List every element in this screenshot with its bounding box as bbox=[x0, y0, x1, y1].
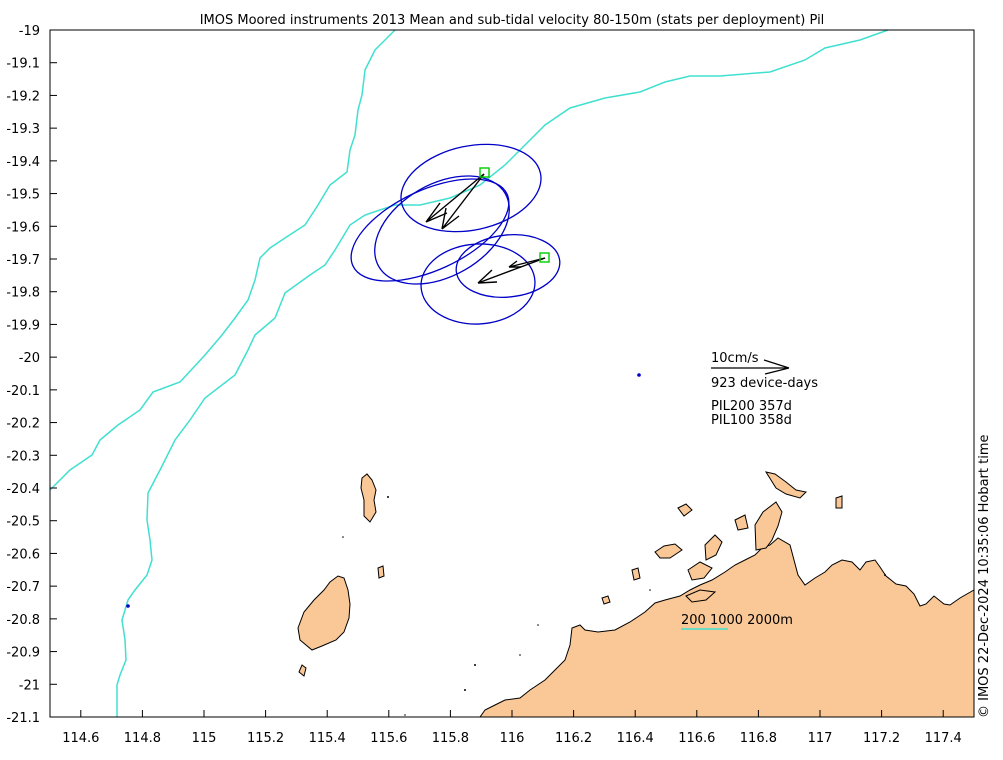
island-east-6 bbox=[835, 495, 843, 509]
scale-label: 10cm/s bbox=[711, 351, 759, 366]
arrow-pil100-b bbox=[508, 257, 546, 268]
arrow-pil200-a bbox=[425, 173, 485, 223]
arrow-pil100-a bbox=[477, 257, 546, 284]
deployment-pil200: PIL200 357d bbox=[711, 399, 792, 414]
y-tick-label: -19.8 bbox=[6, 286, 40, 301]
y-tick-label: -20.4 bbox=[6, 482, 40, 497]
y-tick-label: -19.6 bbox=[6, 220, 40, 235]
variance-ellipses bbox=[350, 143, 561, 325]
y-tick-label: -19.4 bbox=[6, 155, 40, 170]
velocity-arrows bbox=[425, 173, 546, 284]
y-tick-label: -19.7 bbox=[6, 253, 40, 268]
barrow-island bbox=[297, 575, 351, 651]
ellipse-pil100-a bbox=[455, 234, 561, 298]
station-dot-west bbox=[126, 604, 130, 608]
scale-arrow bbox=[711, 359, 790, 375]
y-tick-label: -21.1 bbox=[6, 711, 40, 726]
island-east-3 bbox=[654, 543, 683, 559]
island-small-5 bbox=[734, 514, 749, 531]
x-tick-label: 114.8 bbox=[124, 731, 161, 746]
island-small-6 bbox=[631, 567, 641, 581]
x-tick-label: 116.4 bbox=[617, 731, 654, 746]
bathymetry-label: 200 1000 2000m bbox=[681, 613, 793, 628]
x-tick-label: 115.8 bbox=[432, 731, 469, 746]
island-north-1 bbox=[764, 471, 808, 499]
mooring-markers bbox=[479, 167, 550, 263]
x-tick-label: 117.2 bbox=[863, 731, 900, 746]
isobath-2000m bbox=[49, 29, 396, 491]
deployment-pil100: PIL100 358d bbox=[711, 413, 792, 428]
y-tick-label: -20.1 bbox=[6, 384, 40, 399]
y-tick-label: -20.7 bbox=[6, 580, 40, 595]
island-east-4 bbox=[687, 561, 713, 581]
x-tick-label: 116.2 bbox=[555, 731, 592, 746]
x-tick-label: 114.6 bbox=[62, 731, 99, 746]
x-tick-label: 115.4 bbox=[309, 731, 346, 746]
island-east-5 bbox=[677, 503, 693, 517]
ellipse-pil100-b bbox=[420, 243, 536, 325]
y-tick-label: -19 bbox=[19, 24, 40, 39]
y-tick-label: -19.9 bbox=[6, 318, 40, 333]
x-tick-label: 117 bbox=[808, 731, 833, 746]
x-tick-label: 115.6 bbox=[370, 731, 407, 746]
x-tick-label: 117.4 bbox=[925, 731, 962, 746]
plot-area: 10cm/s 923 device-days PIL200 357d PIL10… bbox=[49, 29, 975, 718]
isobath-1000m bbox=[116, 204, 396, 717]
x-tick-label: 115.2 bbox=[247, 731, 284, 746]
isobath-lines bbox=[49, 29, 889, 717]
y-tick-label: -19.5 bbox=[6, 188, 40, 203]
y-tick-label: -20.2 bbox=[6, 417, 40, 432]
island-small-1 bbox=[377, 565, 385, 579]
mooring-pil100 bbox=[539, 252, 550, 263]
arrow-pil200-b bbox=[441, 173, 485, 230]
y-tick-label: -20.3 bbox=[6, 449, 40, 464]
mooring-pil200 bbox=[479, 167, 490, 178]
y-tick-label: -20.9 bbox=[6, 646, 40, 661]
island-east-2 bbox=[704, 534, 723, 561]
bathymetry-legend: 200 1000 2000m bbox=[681, 613, 793, 630]
device-days-label: 923 device-days bbox=[711, 376, 818, 391]
x-tick-label: 116 bbox=[500, 731, 525, 746]
island-small-3 bbox=[601, 595, 611, 605]
island-east-1 bbox=[754, 501, 783, 551]
island-montebello bbox=[360, 473, 377, 523]
y-tick-label: -19.1 bbox=[6, 57, 40, 72]
small-islets bbox=[342, 496, 886, 716]
velocity-legend: 10cm/s 923 device-days PIL200 357d PIL10… bbox=[711, 351, 818, 428]
x-tick-label: 116.6 bbox=[678, 731, 715, 746]
y-tick-label: -20.5 bbox=[6, 515, 40, 530]
x-tick-label: 116.8 bbox=[740, 731, 777, 746]
y-tick-label: -19.2 bbox=[6, 89, 40, 104]
island-small-2 bbox=[298, 664, 307, 677]
y-tick-label: -20.8 bbox=[6, 613, 40, 628]
x-tick-label: 115 bbox=[192, 731, 217, 746]
ellipse-pil200-c bbox=[374, 175, 510, 285]
y-axis: -19 -19.1 -19.2 -19.3 -19.4 -19.5 -19.6 -19.7 -1… bbox=[6, 24, 57, 726]
isobath-200m bbox=[395, 29, 889, 206]
y-tick-label: -19.3 bbox=[6, 122, 40, 137]
plot-title: IMOS Moored instruments 2013 Mean and su… bbox=[200, 13, 825, 28]
timestamp-stamp: © IMOS 22-Dec-2024 10:35:06 Hobart time bbox=[977, 434, 992, 718]
station-dot-east bbox=[637, 373, 641, 377]
land-masses bbox=[297, 471, 975, 718]
y-tick-label: -20 bbox=[19, 351, 40, 366]
y-tick-label: -20.6 bbox=[6, 547, 40, 562]
island-small-4 bbox=[685, 589, 717, 603]
y-tick-label: -21 bbox=[19, 678, 40, 693]
x-axis: 114.6 114.8 115 115.2 115.4 115.6 115.8 116 116.… bbox=[62, 710, 962, 746]
